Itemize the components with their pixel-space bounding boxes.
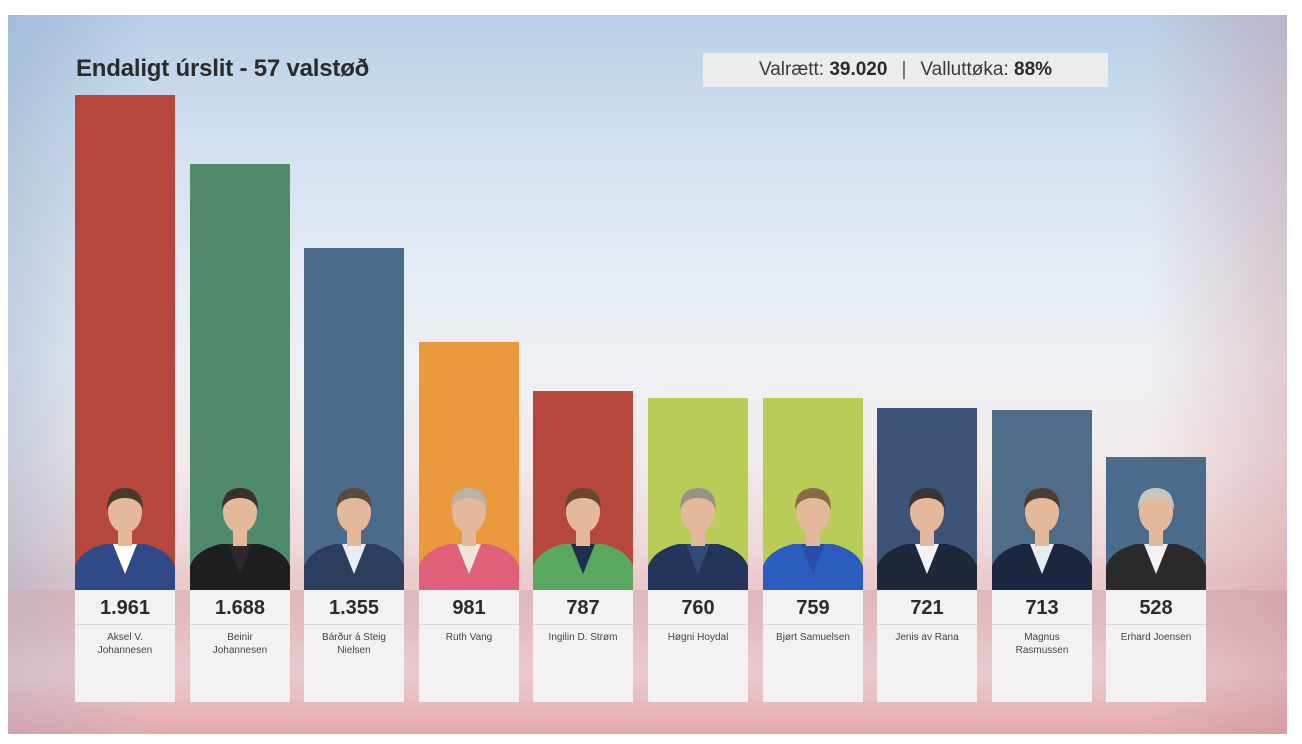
results-graphic: Endaligt úrslit - 57 valstøð Valrætt: 39… [8,15,1287,734]
category-label: Høgni Hoydal [667,632,729,643]
data-label: 721 [910,597,944,619]
bar-chart: 1.961 Aksel V. Johannesen 1.688 Beinir Johann… [8,15,1287,734]
stats-box: Valrætt: 39.020 | Valluttøka: 88% [703,53,1108,87]
candidate-photo [304,488,404,590]
turnout-value: 88% [1014,59,1053,80]
candidate-photo [992,488,1092,590]
eligible-voters-label: Valrætt: [758,59,825,80]
category-label: Ingilin D. Strøm [548,632,618,643]
candidate-photo [877,488,977,590]
category-label: Aksel V. Johannesen [97,632,153,656]
bar [648,398,748,590]
data-label: 713 [1025,597,1059,619]
bar [419,342,519,590]
category-label: Magnus Rasmussen [1015,632,1069,656]
divider [992,624,1092,625]
bar [533,391,633,590]
candidate-photo [648,488,748,590]
candidate-photo [763,488,863,590]
divider [75,624,175,625]
divider [419,624,519,625]
page-title: Endaligt úrslit - 57 valstøð [76,55,370,82]
value-card: 528 Erhard Joensen [1106,590,1206,702]
candidate-photo [419,488,519,590]
data-label: 787 [566,597,600,619]
data-label: 759 [796,597,830,619]
divider [304,624,404,625]
category-label: Jenis av Rana [895,632,959,643]
category-label: Bjørt Samuelsen [776,632,850,643]
value-card: 759 Bjørt Samuelsen [763,590,863,702]
divider [763,624,863,625]
turnout-label: Valluttøka: [920,59,1009,80]
eligible-voters-value: 39.020 [829,59,888,80]
divider [533,624,633,625]
candidate-photo [190,488,290,590]
data-label: 981 [452,597,486,619]
candidate-photo [533,488,633,590]
value-card: 1.688 Beinir Johannesen [190,590,290,702]
candidate-photo [75,488,175,590]
divider [1106,624,1206,625]
divider [648,624,748,625]
category-label: Beinir Johannesen [212,632,268,656]
value-card: 1.355 Bárður á Steig Nielsen [304,590,404,702]
bar [304,248,404,590]
bar [877,408,977,590]
value-card: 721 Jenis av Rana [877,590,977,702]
stats-separator: | [901,59,907,80]
bar [992,410,1092,590]
category-label: Erhard Joensen [1120,632,1192,643]
category-label: Bárður á Steig Nielsen [322,632,386,656]
data-label: 1.961 [99,597,151,619]
value-card: 713 Magnus Rasmussen [992,590,1092,702]
bar [75,95,175,590]
value-card: 981 Ruth Vang [419,590,519,702]
category-label: Ruth Vang [445,632,493,643]
bar [763,398,863,590]
divider [877,624,977,625]
value-card: 760 Høgni Hoydal [648,590,748,702]
data-label: 1.688 [214,597,266,619]
data-label: 528 [1139,597,1173,619]
bar [1106,457,1206,590]
bar [190,164,290,590]
data-label: 1.355 [328,597,380,619]
candidate-photo [1106,488,1206,590]
value-card: 787 Ingilin D. Strøm [533,590,633,702]
divider [190,624,290,625]
value-card: 1.961 Aksel V. Johannesen [75,590,175,702]
data-label: 760 [681,597,715,619]
